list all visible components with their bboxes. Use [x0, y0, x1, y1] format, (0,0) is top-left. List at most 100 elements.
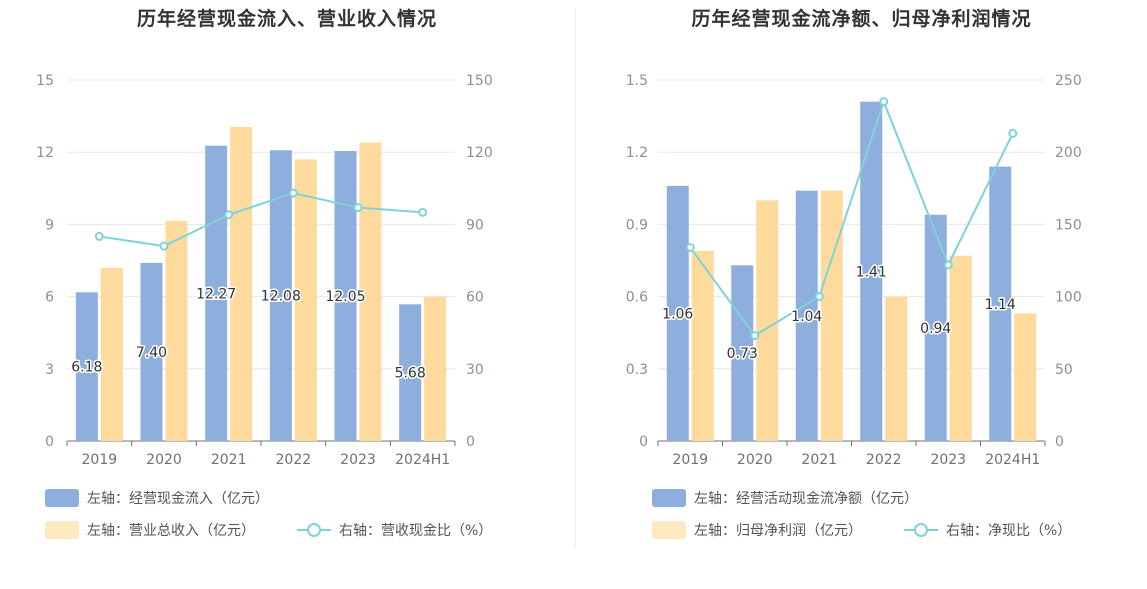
bar-secondary: [165, 220, 188, 441]
legend-item-line[interactable]: 右轴： 净现比（%）: [904, 520, 1071, 540]
y-right-tick-label: 90: [466, 217, 484, 233]
y-right-tick-label: 100: [1055, 290, 1082, 306]
x-tick-label: 2020: [737, 452, 773, 468]
y-left-tick-label: 0.6: [626, 290, 648, 306]
bar-secondary: [359, 142, 382, 441]
legend-swatch-blue: [45, 489, 79, 507]
data-label: 1.06: [662, 306, 693, 322]
legend-label: 归母净利润（亿元）: [736, 523, 862, 539]
bar-secondary: [756, 200, 779, 441]
legend-prefix: 左轴：: [87, 523, 129, 539]
x-tick-label: 2024H1: [985, 452, 1040, 468]
y-right-tick-label: 60: [466, 290, 484, 306]
y-left-tick-label: 1.5: [626, 73, 648, 89]
legend-prefix: 左轴：: [87, 491, 129, 507]
y-left-tick-label: 9: [45, 217, 54, 233]
y-left-tick-label: 0: [639, 434, 648, 450]
bar-secondary: [424, 296, 447, 441]
y-right-tick-label: 30: [466, 362, 484, 378]
data-label: 6.18: [71, 360, 102, 376]
x-tick-label: 2020: [146, 452, 182, 468]
y-right-tick-label: 150: [466, 73, 493, 89]
data-label: 0.94: [920, 321, 951, 337]
y-left-tick-label: 0.3: [626, 362, 648, 378]
bar-secondary: [820, 190, 843, 441]
legend-label: 营业总收入（亿元）: [129, 523, 255, 539]
y-left-tick-label: 6: [45, 290, 54, 306]
bar-primary: [731, 265, 754, 441]
legend-item-bar-secondary[interactable]: 左轴： 营业总收入（亿元）: [45, 520, 255, 540]
y-right-tick-label: 200: [1055, 145, 1082, 161]
bar-secondary: [885, 296, 908, 441]
legend-label: 营收现金比（%）: [381, 523, 493, 539]
legend-swatch-yellow: [45, 521, 79, 539]
chart-plot-net-cash-profit: 0 0 0.3 50 0.6 100 0.9 150 1.2 200 1.5 250 2019 2020 2…: [626, 73, 1082, 468]
legend-swatch-yellow: [652, 521, 686, 539]
x-tick-label: 2022: [866, 452, 902, 468]
bar-secondary: [691, 250, 714, 441]
data-label: 12.27: [196, 286, 236, 302]
bar-secondary: [949, 255, 972, 441]
line-point: [94, 231, 104, 241]
chart-title: 历年经营现金流净额、归母净利润情况: [691, 8, 1032, 30]
x-tick-label: 2023: [340, 452, 376, 468]
chart-panel-cash-inflow-revenue: 历年经营现金流入、营业收入情况 0 0 3 30 6 60 9 90 12 120 15 150 201…: [36, 8, 493, 540]
y-left-tick-label: 3: [45, 362, 54, 378]
y-left-tick-label: 1.2: [626, 145, 648, 161]
y-right-tick-label: 150: [1055, 217, 1082, 233]
bar-primary: [989, 166, 1012, 441]
bar-primary: [795, 190, 818, 441]
x-tick-label: 2021: [801, 452, 837, 468]
y-right-tick-label: 120: [466, 145, 493, 161]
legend-prefix: 左轴：: [694, 523, 736, 539]
legend-prefix: 左轴：: [694, 491, 736, 507]
legend-swatch-line: [297, 521, 331, 539]
bar-primary: [75, 292, 98, 441]
legend-swatch-blue: [652, 489, 686, 507]
legend-item-bar-primary[interactable]: 左轴： 经营活动现金流净额（亿元）: [652, 488, 918, 508]
bar-primary: [399, 304, 422, 441]
y-left-tick-label: 0.9: [626, 217, 648, 233]
data-label: 12.05: [325, 289, 365, 305]
bar-secondary: [294, 159, 317, 442]
y-right-tick-label: 0: [1055, 434, 1064, 450]
bar-primary: [269, 150, 292, 442]
x-tick-label: 2021: [211, 452, 247, 468]
data-label: 5.68: [395, 366, 426, 382]
y-left-tick-label: 12: [36, 145, 54, 161]
line-point: [288, 188, 298, 198]
y-right-tick-label: 0: [466, 434, 475, 450]
y-right-tick-label: 50: [1055, 362, 1073, 378]
line-point: [943, 260, 953, 270]
data-label: 1.04: [791, 309, 822, 325]
legend-swatch-line: [904, 521, 938, 539]
x-tick-label: 2023: [930, 452, 966, 468]
line-point: [750, 331, 760, 341]
line-point: [814, 292, 824, 302]
legend-label: 经营活动现金流净额（亿元）: [736, 491, 918, 507]
legend-label: 经营现金流入（亿元）: [129, 491, 269, 507]
line-series-path: [99, 192, 423, 248]
data-label: 7.40: [136, 345, 167, 361]
line-point: [1008, 128, 1018, 138]
y-right-tick-label: 250: [1055, 73, 1082, 89]
bar-primary: [924, 214, 947, 441]
legend-item-bar-primary[interactable]: 左轴： 经营现金流入（亿元）: [45, 488, 269, 508]
chart-plot-cash-inflow-revenue: 0 0 3 30 6 60 9 90 12 120 15 150 2019 2020 2021 2022 202…: [36, 73, 493, 468]
data-label: 1.14: [985, 297, 1016, 313]
x-tick-label: 2024H1: [395, 452, 450, 468]
legend-label: 净现比（%）: [988, 523, 1072, 539]
data-label: 12.08: [261, 289, 301, 305]
legend-prefix: 右轴：: [946, 523, 988, 539]
legend-prefix: 右轴：: [339, 523, 381, 539]
bar-secondary: [1014, 313, 1037, 441]
legend-item-bar-secondary[interactable]: 左轴： 归母净利润（亿元）: [652, 520, 862, 540]
bar-primary: [334, 150, 357, 441]
chart-title: 历年经营现金流入、营业收入情况: [136, 8, 437, 30]
x-tick-label: 2019: [82, 452, 118, 468]
x-tick-label: 2022: [276, 452, 312, 468]
bar-primary: [860, 101, 883, 441]
line-point: [159, 241, 169, 251]
data-label: 0.73: [727, 346, 758, 362]
legend-item-line[interactable]: 右轴： 营收现金比（%）: [297, 520, 492, 540]
